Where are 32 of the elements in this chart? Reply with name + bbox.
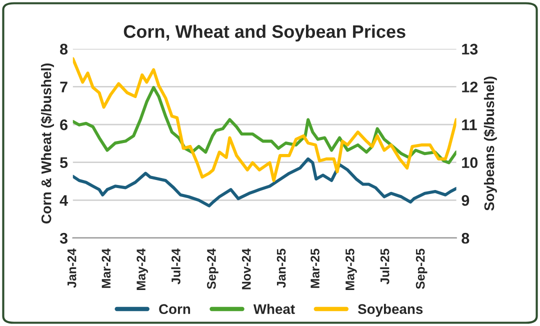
line-series bbox=[72, 157, 456, 208]
line-series bbox=[72, 57, 456, 182]
x-tick-label: May-25 bbox=[346, 248, 357, 290]
x-tick-label: Jul-25 bbox=[380, 248, 390, 284]
legend-label: Wheat bbox=[253, 304, 295, 314]
y-axis-title: Corn & Wheat ($/bushel) bbox=[40, 63, 54, 224]
x-tick-label: May-24 bbox=[136, 248, 148, 290]
x-tick-label: Jan-25 bbox=[276, 248, 286, 288]
y2-tick-label: 8 bbox=[462, 232, 470, 244]
y2-tick-label: 13 bbox=[462, 44, 478, 55]
y-tick-label: 5 bbox=[60, 157, 68, 168]
y-tick-label: 6 bbox=[60, 119, 68, 130]
y-tick-label: 7 bbox=[60, 82, 68, 92]
x-tick-label: Sep-24 bbox=[207, 248, 218, 290]
y2-tick-label: 12 bbox=[462, 82, 478, 92]
y-tick-label: 8 bbox=[60, 44, 68, 55]
x-tick-label: Mar-24 bbox=[102, 248, 111, 288]
legend-label: Soybeans bbox=[358, 304, 423, 317]
x-tick-label: Nov-24 bbox=[242, 248, 251, 290]
y2-axis-title: Soybeans ($/bushel) bbox=[484, 76, 497, 211]
y2-tick-label: 11 bbox=[462, 120, 477, 130]
y2-tick-label: 9 bbox=[462, 195, 470, 206]
chart-title: Corn, Wheat and Soybean Prices bbox=[124, 24, 406, 42]
x-tick-label: Mar-25 bbox=[310, 248, 320, 288]
x-tick-label: Jul-24 bbox=[171, 248, 180, 284]
x-tick-label: Jan-24 bbox=[67, 248, 76, 288]
y-tick-label: 4 bbox=[60, 195, 68, 206]
legend-label: Corn bbox=[159, 304, 190, 314]
x-tick-label: Sep-25 bbox=[416, 248, 428, 290]
y-tick-label: 3 bbox=[60, 232, 68, 244]
y2-tick-label: 10 bbox=[462, 157, 478, 168]
line-series bbox=[72, 86, 456, 164]
